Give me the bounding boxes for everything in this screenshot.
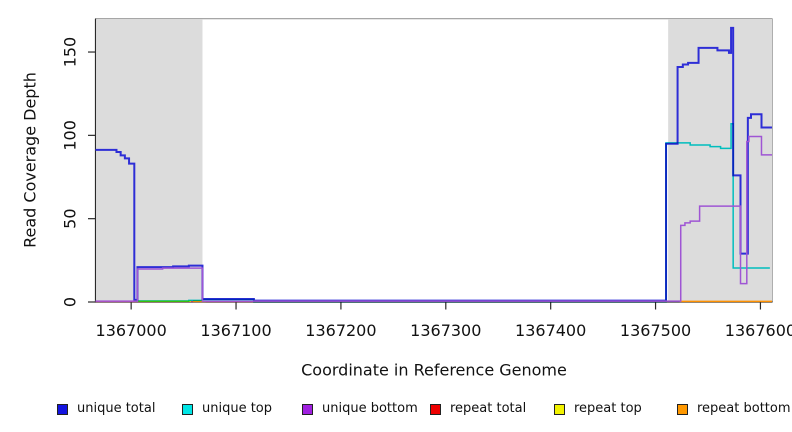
y-axis-title: Read Coverage Depth [20, 72, 40, 248]
x-tick-label: 1367500 [620, 321, 691, 340]
legend-item-repeat-bottom: repeat bottom [677, 402, 791, 416]
x-tick-label: 1367300 [410, 321, 481, 340]
series-line-unique-bottom [95, 135, 772, 302]
x-tick-label: 1367200 [305, 321, 376, 340]
legend-swatch-unique-top [182, 403, 193, 415]
legend-label: unique top [202, 401, 273, 416]
legend-label: unique bottom [322, 401, 418, 416]
y-tick-label: 0 [61, 297, 80, 307]
y-tick-label: 150 [61, 37, 80, 68]
x-axis-title: Coordinate in Reference Genome [301, 360, 567, 380]
legend-item-unique-total: unique total [57, 402, 155, 416]
y-tick-label: 100 [61, 120, 80, 151]
legend-swatch-unique-total [57, 403, 68, 415]
legend-label: repeat top [574, 401, 642, 416]
x-tick-label: 1367000 [96, 321, 167, 340]
legend-swatch-repeat-bottom [677, 403, 688, 415]
legend-label: repeat bottom [697, 401, 791, 416]
x-tick-label: 1367600 [725, 321, 792, 340]
x-tick-label: 1367400 [515, 321, 586, 340]
x-tick-label: 1367100 [200, 321, 271, 340]
legend-label: repeat total [450, 401, 527, 416]
legend-item-repeat-total: repeat total [430, 402, 526, 416]
coverage-chart: 1367000 1367100 1367200 1367300 1367400 13675… [61, 18, 792, 340]
legend-item-unique-bottom: unique bottom [302, 402, 418, 416]
y-tick-label: 50 [61, 208, 80, 228]
right-repeat-region [668, 19, 773, 302]
legend-label: unique total [77, 401, 156, 416]
legend-swatch-unique-bottom [302, 403, 313, 415]
legend-item-repeat-top: repeat top [554, 402, 642, 416]
series-line-unique-total [95, 26, 772, 302]
left-repeat-region [96, 19, 203, 302]
legend-swatch-repeat-top [554, 403, 565, 415]
legend-item-unique-top: unique top [182, 402, 272, 416]
legend: unique total unique top unique bottom repea… [0, 402, 792, 418]
legend-swatch-repeat-total [430, 403, 441, 415]
